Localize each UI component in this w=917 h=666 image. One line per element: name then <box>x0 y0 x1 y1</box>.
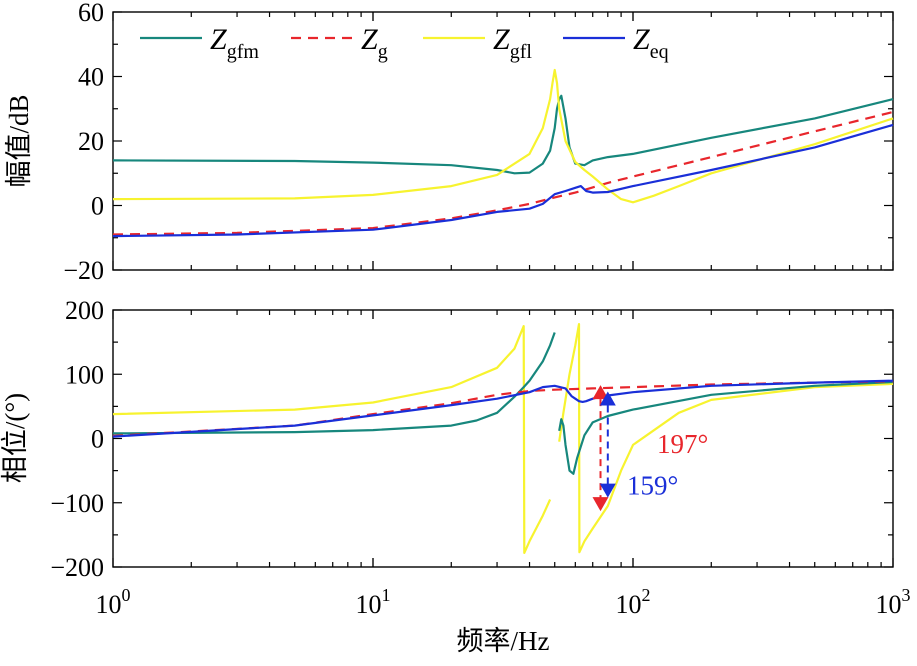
magnitude-series-gfm <box>112 94 894 175</box>
magnitude-y-tick-labels: 60 40 20 0 −20 <box>63 0 104 285</box>
annotation-red-arrow-head-down <box>592 497 609 512</box>
magnitude-ticks <box>112 11 894 271</box>
phase-y-tick-label: −200 <box>50 553 104 582</box>
legend-label-gfl: Zgfl <box>493 23 532 63</box>
legend: Zgfm Zg Zgfl Zeq <box>140 23 669 63</box>
phase-series-gfm <box>112 332 556 435</box>
x-tick-labels: 100 101 102 103 <box>96 585 911 619</box>
phase-series-gfm <box>558 380 894 475</box>
annotation-red-arrow-head-up <box>592 385 609 400</box>
magnitude-y-tick-label: −20 <box>63 256 104 285</box>
phase-y-tick-label: 200 <box>65 296 104 325</box>
magnitude-y-tick-label: 40 <box>78 63 104 92</box>
magnitude-y-tick-label: 20 <box>78 127 104 156</box>
magnitude-series-eq <box>112 123 894 238</box>
legend-label-gfm: Zgfm <box>210 23 259 63</box>
magnitude-ylabel: 幅值/dB <box>4 94 34 187</box>
phase-frame <box>112 309 894 568</box>
magnitude-series <box>112 68 894 238</box>
legend-label-g: Zg <box>361 23 388 63</box>
phase-series-gfl <box>112 325 552 555</box>
phase-y-tick-label: 100 <box>65 360 104 389</box>
phase-y-tick-label: −100 <box>50 489 104 518</box>
phase-y-tick-labels: 200 100 0 −100 −200 <box>50 296 104 582</box>
x-tick-label: 100 <box>96 585 131 619</box>
phase-y-tick-label: 0 <box>91 425 104 454</box>
phase-annotations: 197° 159° <box>592 385 708 512</box>
annotation-blue-arrow-head-up <box>599 391 616 406</box>
annotation-197: 197° <box>657 429 708 459</box>
frequency-xlabel: 频率/Hz <box>457 626 550 656</box>
phase-series <box>112 323 894 555</box>
legend-label-eq: Zeq <box>633 23 669 63</box>
magnitude-y-tick-label: 60 <box>78 0 104 27</box>
x-tick-label: 102 <box>616 585 651 619</box>
x-tick-label: 103 <box>876 585 911 619</box>
annotation-blue-arrow-head-down <box>599 483 616 498</box>
x-tick-label: 101 <box>356 585 391 619</box>
phase-series-eq <box>112 379 894 438</box>
phase-series-gfl <box>558 323 894 554</box>
phase-ylabel: 相位/(°) <box>0 393 30 483</box>
magnitude-y-tick-label: 0 <box>91 192 104 221</box>
magnitude-panel: 60 40 20 0 −20 幅值/dB Zgfm Zg Zgfl Zeq <box>4 0 894 285</box>
annotation-159: 159° <box>627 471 678 501</box>
magnitude-series-gfl <box>112 68 894 204</box>
phase-ticks <box>112 309 894 568</box>
magnitude-series-g <box>112 110 894 236</box>
